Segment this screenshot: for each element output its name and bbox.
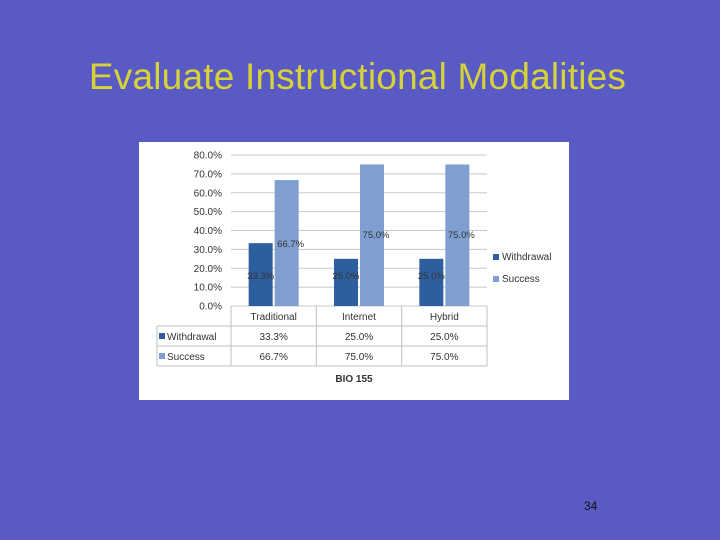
legend-swatch xyxy=(493,276,499,282)
bar-withdrawal xyxy=(334,258,358,306)
data-label: 75.0% xyxy=(448,230,475,241)
bar-withdrawal xyxy=(419,258,444,306)
chart-panel: 0.0% 10.0% 20.0% 30.0% 40.0% 50.0% 60.0% 70.0% 8… xyxy=(139,142,569,400)
y-tick-label: 50.0% xyxy=(194,207,222,218)
page-number: 34 xyxy=(584,499,598,513)
table-value: 66.7% xyxy=(259,352,287,363)
table-value: 75.0% xyxy=(345,352,373,363)
table-value: 25.0% xyxy=(430,332,458,343)
data-label: 25.0% xyxy=(418,271,445,282)
bar-success xyxy=(360,164,384,306)
y-tick-label: 80.0% xyxy=(194,151,222,162)
legend-key xyxy=(159,333,165,339)
bar-withdrawal xyxy=(248,243,273,306)
x-axis-title: BIO 155 xyxy=(335,374,373,385)
bar-success xyxy=(274,180,299,306)
legend-label: Success xyxy=(502,274,540,285)
y-tick-label: 10.0% xyxy=(194,283,222,294)
y-tick-label: 40.0% xyxy=(194,226,222,237)
y-tick-label: 60.0% xyxy=(194,188,222,199)
data-label: 25.0% xyxy=(333,271,360,282)
series-name: Success xyxy=(167,352,205,363)
data-label: 75.0% xyxy=(363,230,390,241)
table-value: 33.3% xyxy=(259,332,287,343)
category-label: Hybrid xyxy=(430,312,459,323)
data-label: 33.3% xyxy=(247,271,274,282)
y-tick-label: 70.0% xyxy=(194,169,222,180)
legend-key xyxy=(159,353,165,359)
bar-chart: 0.0% 10.0% 20.0% 30.0% 40.0% 50.0% 60.0% 70.0% 8… xyxy=(156,151,551,385)
category-label: Traditional xyxy=(251,312,297,323)
category-label: Internet xyxy=(342,312,376,323)
legend-label: Withdrawal xyxy=(502,252,551,263)
table-value: 75.0% xyxy=(430,352,458,363)
y-tick-label: 0.0% xyxy=(199,302,222,313)
legend-swatch xyxy=(493,254,499,260)
table-value: 25.0% xyxy=(345,332,373,343)
y-tick-label: 30.0% xyxy=(194,245,222,256)
data-label: 66.7% xyxy=(277,239,304,250)
y-tick-label: 20.0% xyxy=(194,264,222,275)
series-name: Withdrawal xyxy=(167,332,216,343)
bar-success xyxy=(445,164,470,306)
slide-title: Evaluate Instructional Modalities xyxy=(88,56,627,97)
